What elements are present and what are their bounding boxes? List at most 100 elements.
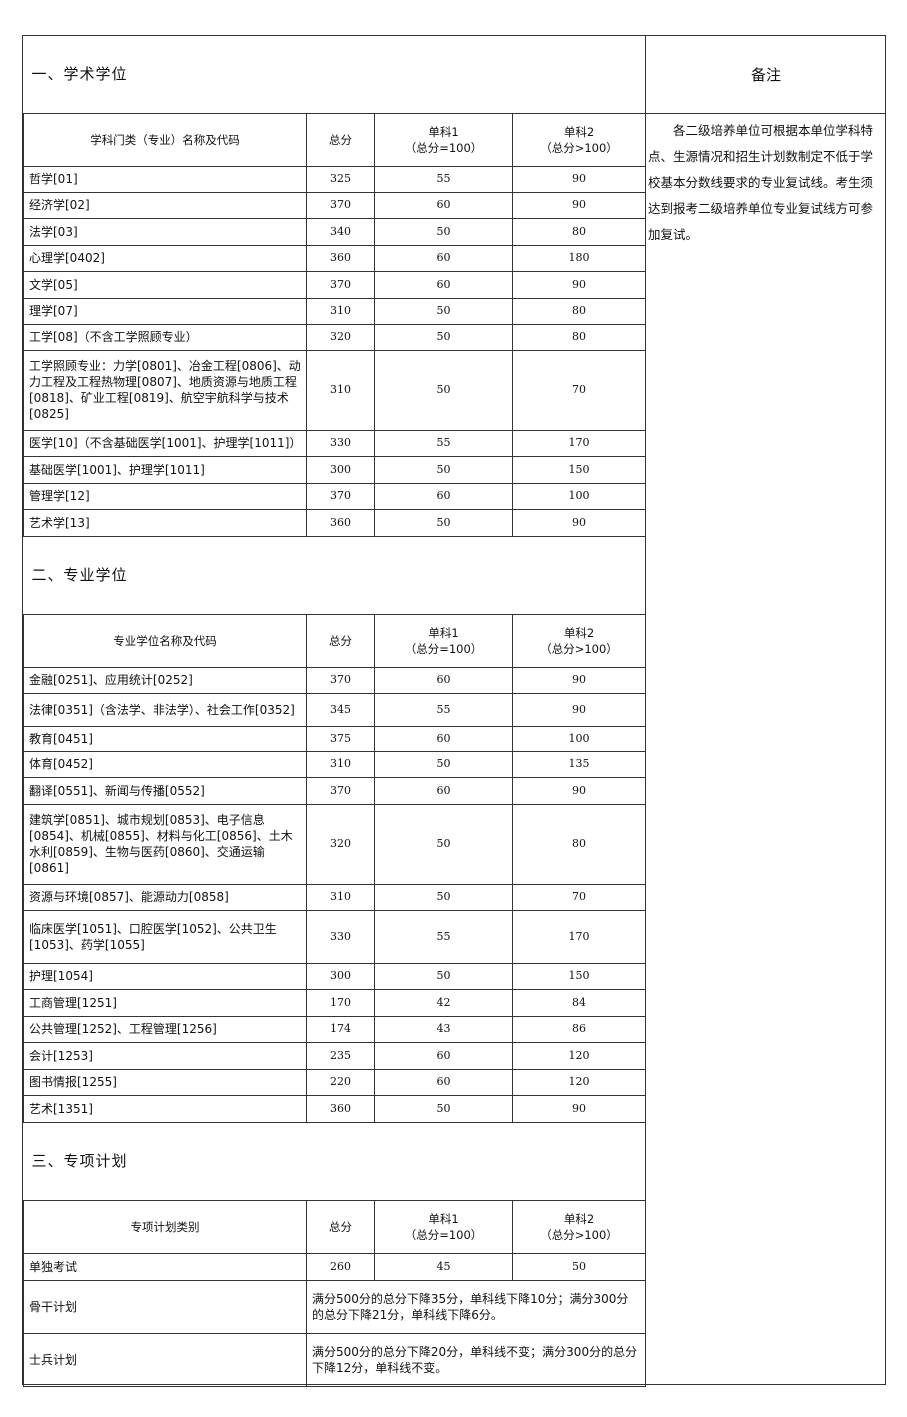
section-title-row: 二、专业学位 <box>23 535 646 615</box>
table-row: 单独考试 260 45 50 <box>23 1252 647 1281</box>
single-subject-1-score: 60 <box>374 482 513 510</box>
total-score: 310 <box>306 349 375 431</box>
total-score: 260 <box>306 1252 375 1281</box>
column-header-line: 单科2 <box>563 1211 595 1226</box>
remarks-column: 备注 各二级培养单位可根据本单位学科特点、生源情况和招生计划数制定不低于学校基本… <box>645 36 886 1384</box>
column-header: 学科门类（专业）名称及代码 <box>23 112 307 167</box>
single-subject-1-score: 50 <box>374 217 513 246</box>
column-header-line: （总分>100） <box>540 140 618 155</box>
column-header: 总分 <box>306 1199 375 1254</box>
total-score: 375 <box>306 725 375 752</box>
row-name: 管理学[12] <box>23 482 307 510</box>
column-header-line: 专业学位名称及代码 <box>113 633 217 648</box>
single-subject-2-score: 90 <box>511 1094 647 1123</box>
row-name: 会计[1253] <box>23 1041 307 1070</box>
table-row: 工学照顾专业：力学[0801]、冶金工程[0806]、动力工程及工程热物理[08… <box>23 349 647 431</box>
row-name: 金融[0251]、应用统计[0252] <box>23 666 307 694</box>
total-score: 370 <box>306 776 375 805</box>
section-title-row: 一、学术学位 <box>23 36 646 114</box>
single-subject-1-score: 60 <box>374 666 513 694</box>
total-score: 360 <box>306 244 375 272</box>
row-rule: 满分500分的总分下降20分，单科线不变；满分300分的总分下降12分，单科线不… <box>305 1332 647 1387</box>
table-row: 翻译[0551]、新闻与传播[0552] 370 60 90 <box>23 776 647 805</box>
column-header: 单科1 （总分=100） <box>374 1199 513 1254</box>
single-subject-1-score: 50 <box>374 1094 513 1123</box>
table-row: 资源与环境[0857]、能源动力[0858] 310 50 70 <box>23 883 647 911</box>
single-subject-2-score: 135 <box>511 750 647 778</box>
single-subject-2-score: 100 <box>511 725 647 752</box>
column-header-line: 专项计划类别 <box>130 1219 200 1234</box>
table-row: 管理学[12] 370 60 100 <box>23 482 647 510</box>
row-name: 公共管理[1252]、工程管理[1256] <box>23 1015 307 1043</box>
row-name: 法律[0351]（含法学、非法学）、社会工作[0352] <box>23 692 307 727</box>
total-score: 310 <box>306 750 375 778</box>
single-subject-1-score: 50 <box>374 323 513 351</box>
column-header: 专项计划类别 <box>23 1199 307 1254</box>
column-header: 单科2 （总分>100） <box>511 613 647 668</box>
single-subject-1-score: 42 <box>374 988 513 1017</box>
row-name: 教育[0451] <box>23 725 307 752</box>
row-name: 建筑学[0851]、城市规划[0853]、电子信息[0854]、机械[0855]… <box>23 803 307 885</box>
table-row: 教育[0451] 375 60 100 <box>23 725 647 752</box>
single-subject-2-score: 90 <box>511 666 647 694</box>
score-table-main: 一、学术学位 学科门类（专业）名称及代码 总分 单科1 （总分=100） 单科2 （总分>1… <box>23 36 647 1387</box>
table-row: 图书情报[1255] 220 60 120 <box>23 1068 647 1096</box>
single-subject-2-score: 80 <box>511 217 647 246</box>
single-subject-1-score: 60 <box>374 776 513 805</box>
column-header-line: 单科1 <box>428 625 459 640</box>
table-row: 法律[0351]（含法学、非法学）、社会工作[0352] 345 55 90 <box>23 692 647 727</box>
single-subject-1-score: 50 <box>374 297 513 325</box>
column-header-line: 单科1 <box>428 1211 459 1226</box>
section-title-row: 三、专项计划 <box>23 1121 646 1201</box>
single-subject-1-score: 50 <box>374 349 513 431</box>
single-subject-1-score: 60 <box>374 1068 513 1096</box>
total-score: 320 <box>306 323 375 351</box>
single-subject-2-score: 70 <box>511 883 647 911</box>
single-subject-1-score: 45 <box>374 1252 513 1281</box>
row-rule: 满分500分的总分下降35分，单科线下降10分；满分300分的总分下降21分，单… <box>305 1279 647 1334</box>
single-subject-2-score: 90 <box>511 776 647 805</box>
row-name: 工学照顾专业：力学[0801]、冶金工程[0806]、动力工程及工程热物理[08… <box>23 349 307 431</box>
table-row: 理学[07] 310 50 80 <box>23 297 647 325</box>
row-name: 单独考试 <box>23 1252 307 1281</box>
single-subject-1-score: 50 <box>374 508 513 537</box>
column-header: 单科1 （总分=100） <box>374 613 513 668</box>
single-subject-2-score: 100 <box>511 482 647 510</box>
single-subject-1-score: 60 <box>374 244 513 272</box>
single-subject-1-score: 60 <box>374 270 513 299</box>
table-row: 基础医学[1001]、护理学[1011] 300 50 150 <box>23 455 647 484</box>
column-header-line: （总分=100） <box>404 1227 483 1242</box>
single-subject-1-score: 50 <box>374 883 513 911</box>
table-row: 文学[05] 370 60 90 <box>23 270 647 299</box>
column-header: 专业学位名称及代码 <box>23 613 307 668</box>
row-name: 护理[1054] <box>23 962 307 990</box>
table-row: 临床医学[1051]、口腔医学[1052]、公共卫生[1053]、药学[1055… <box>23 909 647 964</box>
table-row: 护理[1054] 300 50 150 <box>23 962 647 990</box>
score-table: 一、学术学位 学科门类（专业）名称及代码 总分 单科1 （总分=100） 单科2 （总分>1… <box>22 35 886 1387</box>
total-score: 310 <box>306 883 375 911</box>
column-header: 总分 <box>306 112 375 167</box>
column-header: 单科2 （总分>100） <box>511 1199 647 1254</box>
single-subject-2-score: 120 <box>511 1041 647 1070</box>
row-name: 经济学[02] <box>23 191 307 219</box>
section-title: 一、学术学位 <box>23 36 646 114</box>
single-subject-1-score: 50 <box>374 455 513 484</box>
score-grid: 一、学术学位 学科门类（专业）名称及代码 总分 单科1 （总分=100） 单科2 （总分>1… <box>23 36 647 1387</box>
table-row: 艺术学[13] 360 50 90 <box>23 508 647 537</box>
row-name: 临床医学[1051]、口腔医学[1052]、公共卫生[1053]、药学[1055… <box>23 909 307 964</box>
header-row: 学科门类（专业）名称及代码 总分 单科1 （总分=100） 单科2 （总分>100） <box>23 112 647 167</box>
table-row: 会计[1253] 235 60 120 <box>23 1041 647 1070</box>
total-score: 370 <box>306 482 375 510</box>
row-name: 工商管理[1251] <box>23 988 307 1017</box>
total-score: 220 <box>306 1068 375 1096</box>
single-subject-1-score: 50 <box>374 803 513 885</box>
single-subject-2-score: 80 <box>511 297 647 325</box>
row-name: 法学[03] <box>23 217 307 246</box>
single-subject-1-score: 60 <box>374 725 513 752</box>
row-name: 医学[10]（不含基础医学[1001]、护理学[1011]） <box>23 429 307 457</box>
column-header: 单科1 （总分=100） <box>374 112 513 167</box>
column-header: 总分 <box>306 613 375 668</box>
column-header: 单科2 （总分>100） <box>511 112 647 167</box>
header-row: 专业学位名称及代码 总分 单科1 （总分=100） 单科2 （总分>100） <box>23 613 647 668</box>
single-subject-1-score: 55 <box>374 429 513 457</box>
